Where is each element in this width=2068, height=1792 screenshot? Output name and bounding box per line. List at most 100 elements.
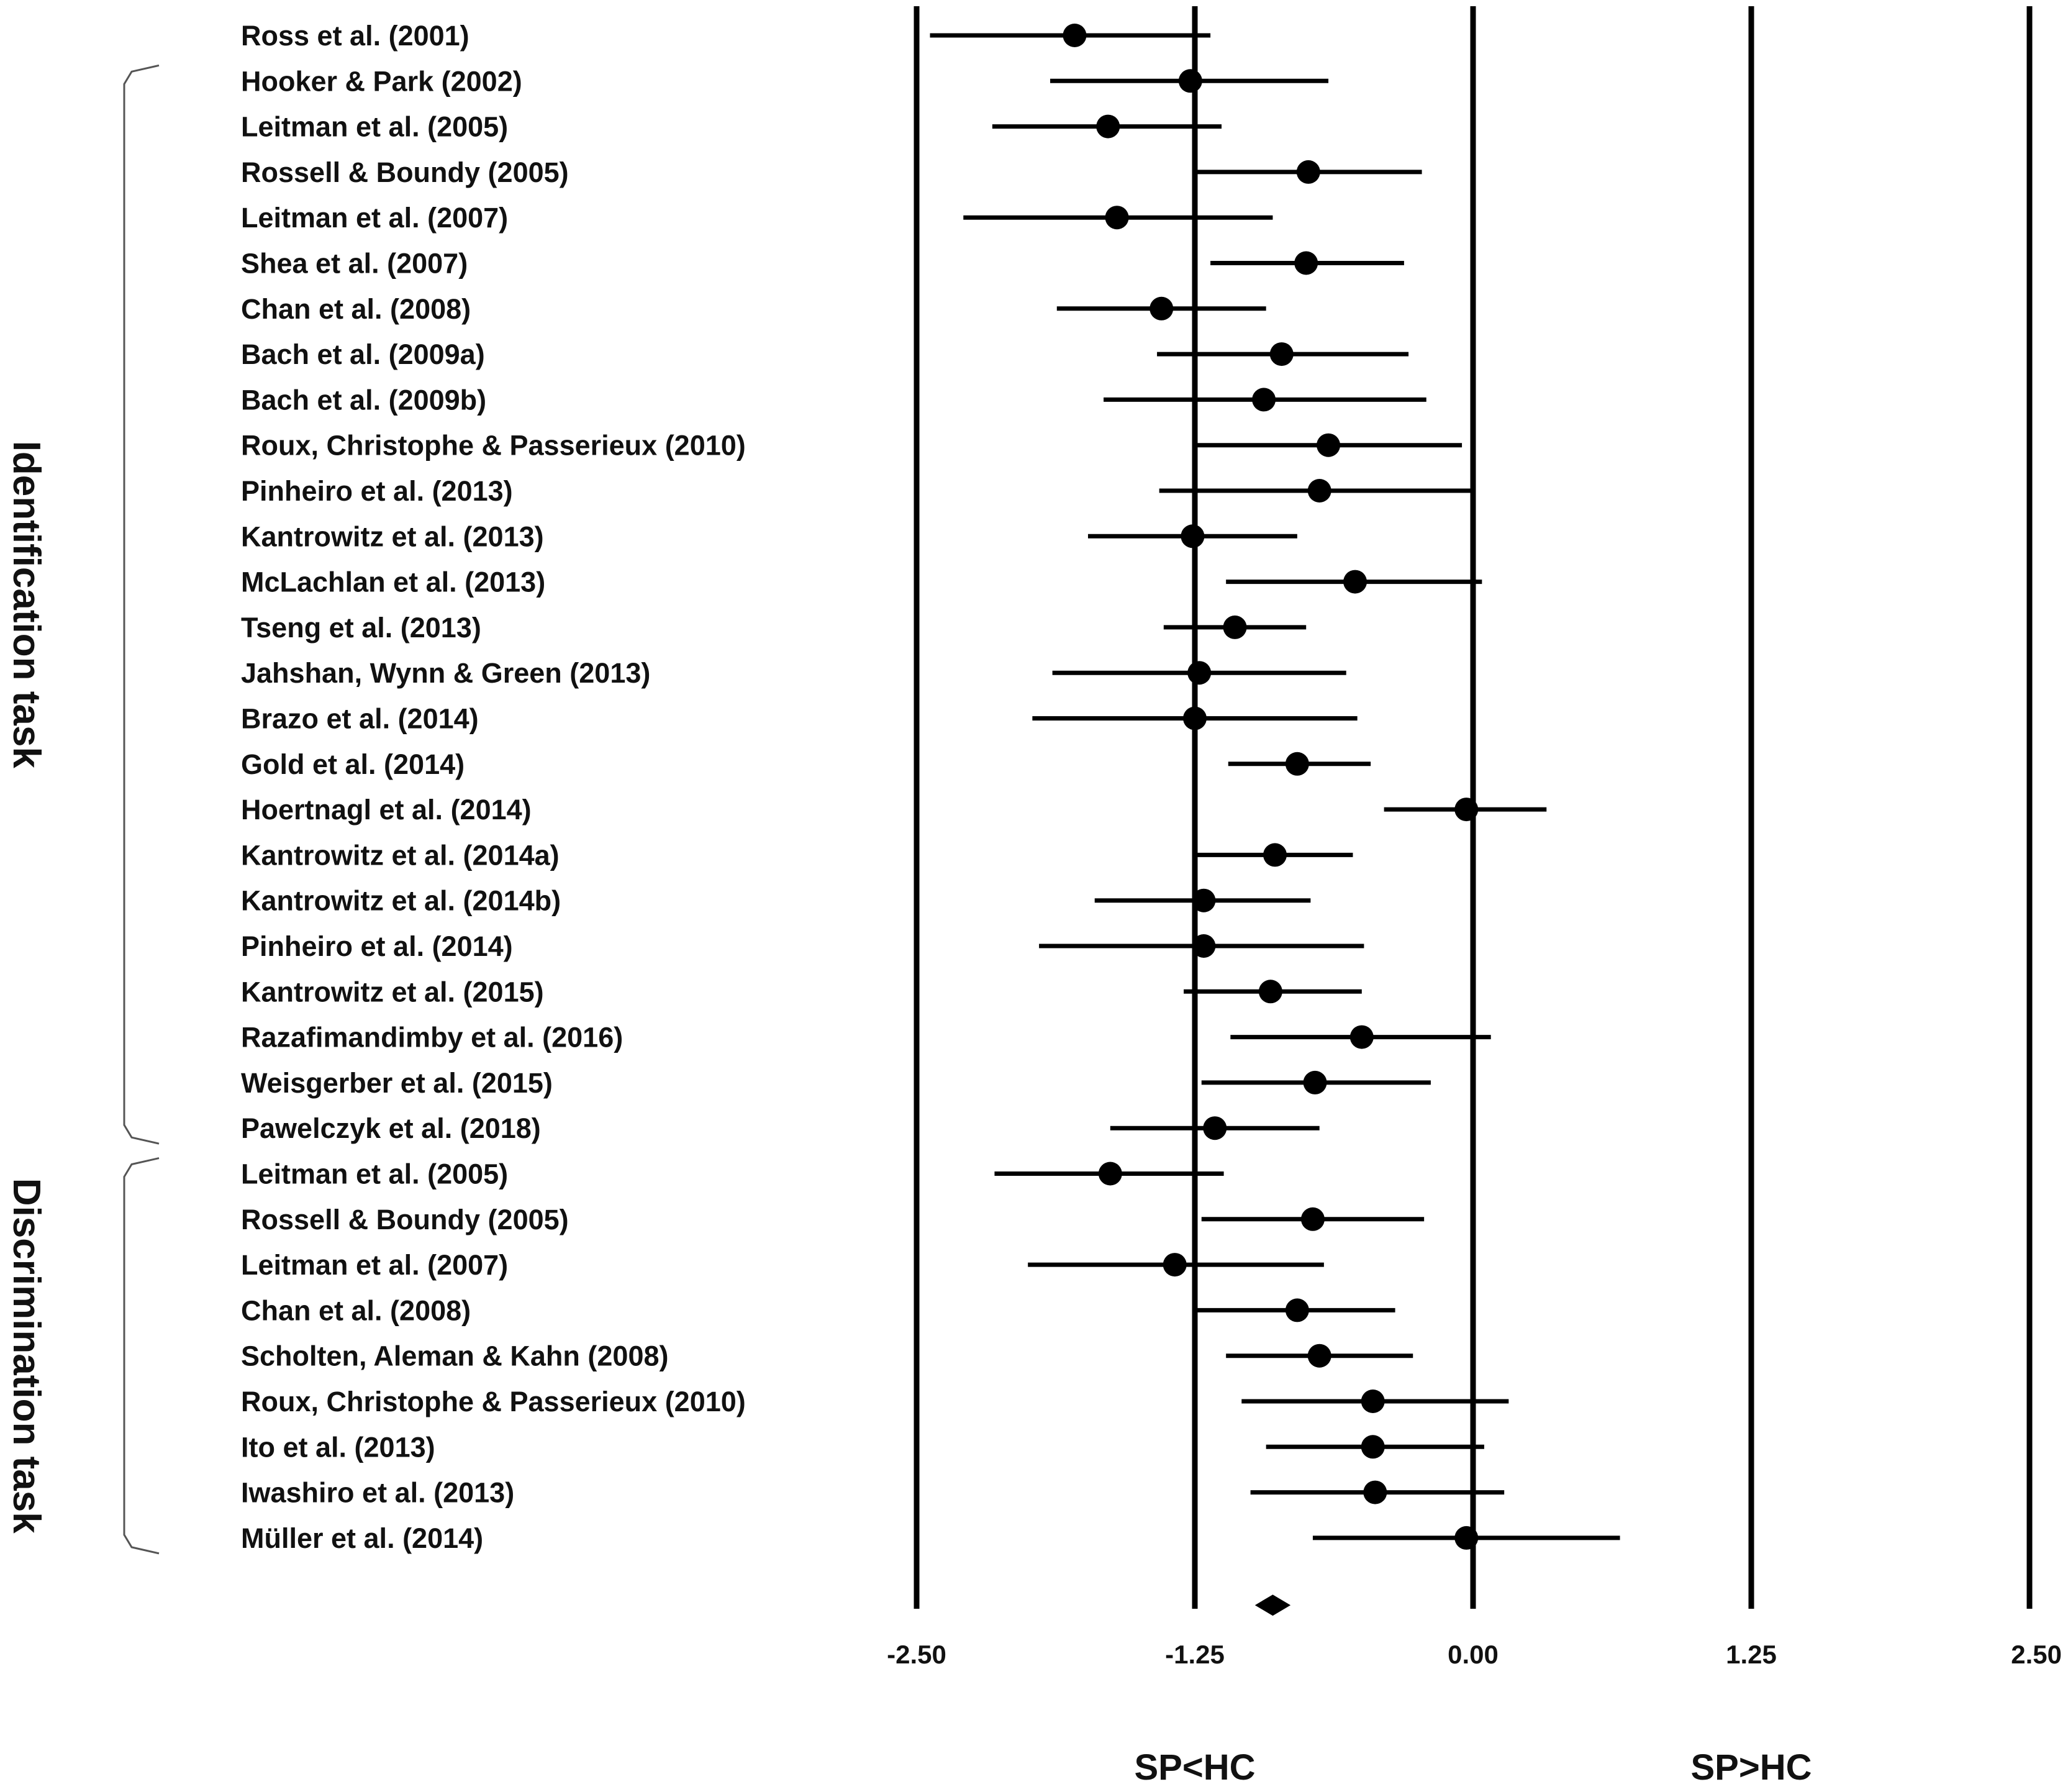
study-label: Roux, Christophe & Passerieux (2010) (241, 430, 746, 462)
study-row: Bach et al. (2009b) (241, 384, 1426, 416)
study-row: Leitman et al. (2005) (241, 1158, 1224, 1190)
group-bracket (123, 64, 160, 1145)
study-row: Kantrowitz et al. (2014b) (241, 885, 1311, 917)
effect-size-point (1361, 1389, 1385, 1413)
study-row: McLachlan et al. (2013) (241, 566, 1482, 598)
study-row: Pinheiro et al. (2013) (241, 475, 1473, 507)
overall-diamond (1254, 1594, 1291, 1616)
effect-size-point (1269, 342, 1294, 366)
overall-effect (1254, 1594, 1291, 1616)
study-row: Hoertnagl et al. (2014) (241, 794, 1547, 826)
effect-size-point (1303, 1070, 1327, 1094)
effect-size-point (1307, 1344, 1331, 1368)
study-label: Bach et al. (2009b) (241, 384, 486, 416)
study-row: Kantrowitz et al. (2013) (241, 521, 1297, 552)
study-label: Jahshan, Wynn & Green (2013) (241, 657, 650, 689)
study-row: Rossell & Boundy (2005) (241, 1204, 1425, 1235)
study-label: Kantrowitz et al. (2013) (241, 521, 544, 552)
effect-size-point (1105, 206, 1129, 230)
tick-label: -2.50 (887, 1640, 946, 1669)
study-label: Rossell & Boundy (2005) (241, 157, 569, 188)
effect-size-point (1223, 615, 1247, 639)
study-row: Pawelczyk et al. (2018) (241, 1112, 1320, 1144)
group-brackets (123, 64, 160, 1555)
study-row: Weisgerber et al. (2015) (241, 1067, 1431, 1099)
study-label: Hoertnagl et al. (2014) (241, 794, 532, 826)
effect-size-point (1296, 160, 1320, 184)
effect-size-point (1098, 1162, 1122, 1186)
study-label: Kantrowitz et al. (2015) (241, 976, 544, 1007)
study-label: Kantrowitz et al. (2014b) (241, 885, 561, 917)
effect-size-point (1343, 570, 1367, 594)
effect-size-point (1317, 433, 1341, 457)
study-row: Ito et al. (2013) (241, 1431, 1484, 1463)
study-row: Müller et al. (2014) (241, 1522, 1620, 1554)
effect-size-point (1454, 1526, 1479, 1550)
effect-size-point (1178, 69, 1202, 93)
effect-size-point (1192, 934, 1216, 958)
study-label: Leitman et al. (2007) (241, 1249, 508, 1281)
study-label: Roux, Christophe & Passerieux (2010) (241, 1386, 746, 1417)
study-label: Hooker & Park (2002) (241, 65, 522, 97)
study-label: Pawelczyk et al. (2018) (241, 1112, 541, 1144)
effect-size-point (1163, 1253, 1187, 1277)
study-row: Kantrowitz et al. (2014a) (241, 839, 1353, 871)
study-row: Razafimandimby et al. (2016) (241, 1022, 1491, 1053)
effect-size-point (1192, 888, 1216, 912)
tick-label: 0.00 (1448, 1640, 1499, 1669)
study-label: Chan et al. (2008) (241, 293, 471, 325)
study-row: Tseng et al. (2013) (241, 612, 1307, 644)
study-label: Leitman et al. (2007) (241, 202, 508, 234)
study-label: Razafimandimby et al. (2016) (241, 1022, 623, 1053)
study-label: Shea et al. (2007) (241, 248, 468, 280)
study-rows: Ross et al. (2001) Hooker & Park (2002) Le… (241, 20, 1620, 1554)
effect-size-point (1252, 388, 1276, 412)
group-labels: Identification task Discrimination task (5, 441, 48, 1534)
study-row: Iwashiro et al. (2013) (241, 1477, 1505, 1509)
effect-size-point (1096, 114, 1120, 139)
study-label: Pinheiro et al. (2014) (241, 930, 513, 962)
effect-size-point (1203, 1116, 1227, 1140)
study-label: Kantrowitz et al. (2014a) (241, 839, 560, 871)
direction-label: SP<HC (1134, 1747, 1255, 1788)
effect-size-point (1150, 296, 1174, 321)
study-label: Bach et al. (2009a) (241, 339, 485, 370)
effect-size-point (1263, 843, 1287, 867)
study-label: Tseng et al. (2013) (241, 612, 481, 644)
study-label: Ito et al. (2013) (241, 1431, 435, 1463)
study-label: Pinheiro et al. (2013) (241, 475, 513, 507)
group-label: Identification task (5, 441, 48, 769)
effect-size-point (1181, 524, 1205, 548)
study-row: Leitman et al. (2007) (241, 1249, 1324, 1281)
study-row: Rossell & Boundy (2005) (241, 157, 1422, 188)
study-row: Kantrowitz et al. (2015) (241, 976, 1362, 1007)
x-axis-ticks: -2.50 -1.25 0.00 1.25 2.50 (887, 1640, 2062, 1669)
effect-size-point (1187, 661, 1212, 685)
group-label: Discrimination task (5, 1178, 48, 1534)
tick-label: 2.50 (2011, 1640, 2062, 1669)
study-label: Iwashiro et al. (2013) (241, 1477, 514, 1509)
tick-label: 1.25 (1726, 1640, 1777, 1669)
study-row: Hooker & Park (2002) (241, 65, 1329, 97)
tick-label: -1.25 (1165, 1640, 1225, 1669)
study-label: Chan et al. (2008) (241, 1294, 471, 1326)
study-row: Gold et al. (2014) (241, 748, 1371, 780)
direction-labels: SP<HC SP>HC (1134, 1747, 1812, 1788)
effect-size-point (1063, 24, 1087, 47)
effect-size-point (1454, 798, 1479, 822)
effect-size-point (1183, 706, 1207, 730)
effect-size-point (1258, 980, 1282, 1004)
study-label: Scholten, Aleman & Kahn (2008) (241, 1340, 669, 1372)
study-row: Pinheiro et al. (2014) (241, 930, 1364, 962)
study-row: Ross et al. (2001) (241, 20, 1211, 52)
effect-size-point (1307, 479, 1331, 503)
effect-size-point (1300, 1207, 1325, 1231)
effect-size-point (1285, 1298, 1309, 1322)
effect-size-point (1349, 1025, 1374, 1049)
study-row: Roux, Christophe & Passerieux (2010) (241, 1386, 1509, 1417)
effect-size-point (1294, 251, 1318, 275)
study-label: Weisgerber et al. (2015) (241, 1067, 553, 1099)
direction-label: SP>HC (1690, 1747, 1812, 1788)
group-bracket (123, 1157, 160, 1555)
